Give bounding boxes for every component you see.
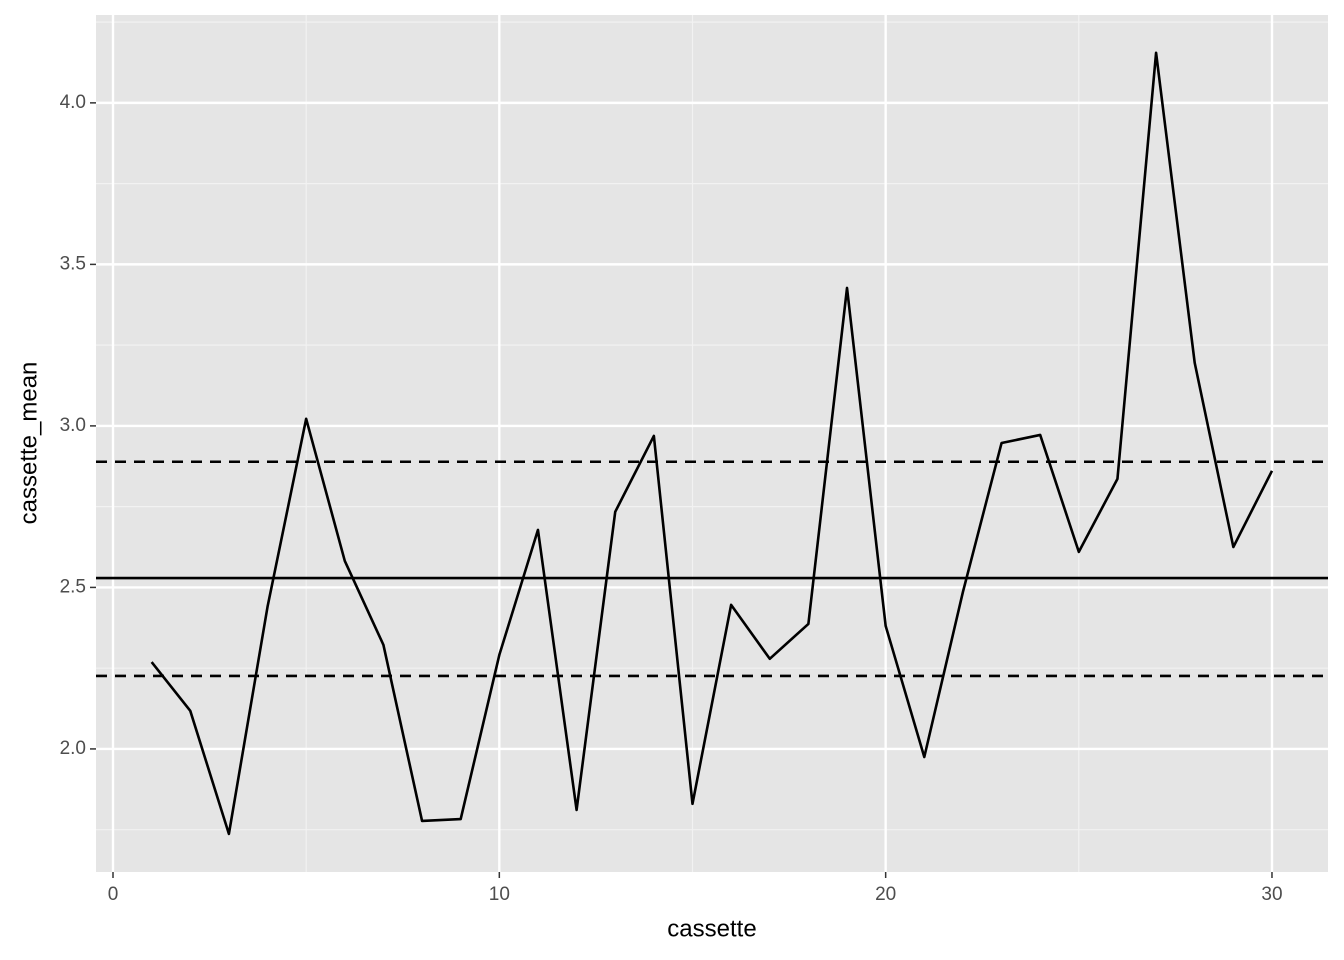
x-axis-title: cassette [667, 915, 756, 942]
x-tick-label: 0 [108, 884, 119, 905]
y-tick-label: 2.5 [60, 576, 86, 597]
y-tick-label: 3.5 [60, 253, 86, 274]
panel [96, 15, 1328, 872]
y-tick-label: 2.0 [60, 738, 86, 759]
x-tick-label: 20 [875, 884, 896, 905]
x-tick-label: 30 [1261, 884, 1282, 905]
x-tick-label: 10 [489, 884, 510, 905]
data-line [150, 51, 1274, 836]
y-axis-title: cassette_mean [15, 362, 42, 525]
y-tick-label: 3.0 [60, 415, 86, 436]
y-tick-label: 4.0 [60, 92, 86, 113]
